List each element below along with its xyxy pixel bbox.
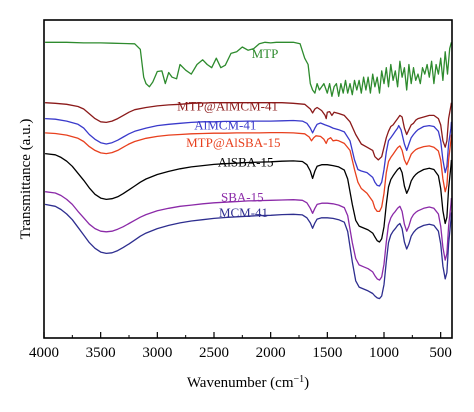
series-label-mtp-almcm-41: MTP@AlMCM-41 [177, 99, 278, 114]
series-line-almcm-41 [45, 117, 453, 187]
x-tick-label-3000: 3000 [142, 345, 172, 361]
x-tick-label-1500: 1500 [312, 345, 342, 361]
series-label-mtp: MTP [252, 46, 279, 61]
x-tick-label-500: 500 [429, 345, 452, 361]
series-label-layer: MTP MTP@AlMCM-41 AlMCM-41 MTP@AlSBA-15 AlSBA… [177, 46, 280, 220]
series-layer [44, 41, 453, 300]
series-line-mtp [45, 41, 453, 97]
series-label-alsba-15: AlSBA-15 [218, 154, 274, 169]
series-line-sba-15 [45, 191, 453, 281]
plot-frame [43, 19, 453, 339]
series-line-mcm-41 [44, 203, 453, 300]
x-tick-label-1000: 1000 [369, 345, 399, 361]
series-label-sba-15: SBA-15 [221, 189, 264, 204]
series-label-mtp-alsba-15: MTP@AlSBA-15 [186, 135, 280, 150]
x-axis-title: Wavenumber (cm−1) [187, 374, 309, 392]
x-tick-label-2000: 2000 [256, 345, 286, 361]
x-tick-label-3500: 3500 [86, 345, 116, 361]
x-tick-layer: 4000 3500 3000 2500 2000 1500 1000 500 [29, 332, 452, 361]
series-line-alsba-15 [45, 152, 453, 243]
x-tick-label-2500: 2500 [199, 345, 229, 361]
x-tick-label-4000: 4000 [29, 345, 59, 361]
y-axis-title: Transmittance (a.u.) [18, 119, 34, 240]
series-label-almcm-41: AlMCM-41 [194, 118, 256, 133]
series-line-mtp-alsba-15 [45, 131, 453, 213]
series-label-mcm-41: MCM-41 [219, 205, 268, 220]
series-line-mtp-almcm-41 [45, 102, 453, 161]
